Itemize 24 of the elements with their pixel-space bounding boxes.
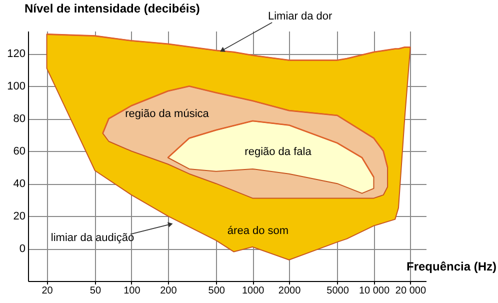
x-tick-label: 10 000: [358, 286, 390, 296]
y-tick-label: 60: [13, 146, 26, 158]
annotation: limiar da audição: [50, 232, 134, 244]
annotation: região da música: [125, 108, 210, 120]
y-tick-label: 120: [7, 48, 26, 60]
x-tick-label: 500: [208, 286, 226, 296]
x-tick-label: 100: [124, 286, 141, 296]
x-tick-label: 2000: [278, 286, 302, 296]
x-tick-label: 20: [42, 286, 54, 296]
x-tick-label: 5000: [326, 286, 350, 296]
y-tick-label: 80: [13, 113, 26, 126]
annotation: região da fala: [244, 146, 312, 158]
y-tick-label: 100: [7, 80, 26, 93]
y-tick-label: 20: [13, 210, 26, 223]
x-tick-label: 200: [160, 286, 178, 296]
annotation: Limiar da dor: [268, 10, 333, 22]
x-tick-label: 20 000: [395, 286, 426, 296]
x-tick-label: 1000: [242, 286, 265, 296]
y-tick-label: 0: [19, 243, 26, 256]
annotation: área do som: [227, 225, 289, 237]
y-axis-title: Nível de intensidade (decibéis): [24, 2, 200, 16]
x-tick-label: 50: [90, 286, 102, 296]
y-tick-label: 40: [13, 178, 26, 190]
x-axis-title: Frequência (Hz): [406, 260, 496, 274]
